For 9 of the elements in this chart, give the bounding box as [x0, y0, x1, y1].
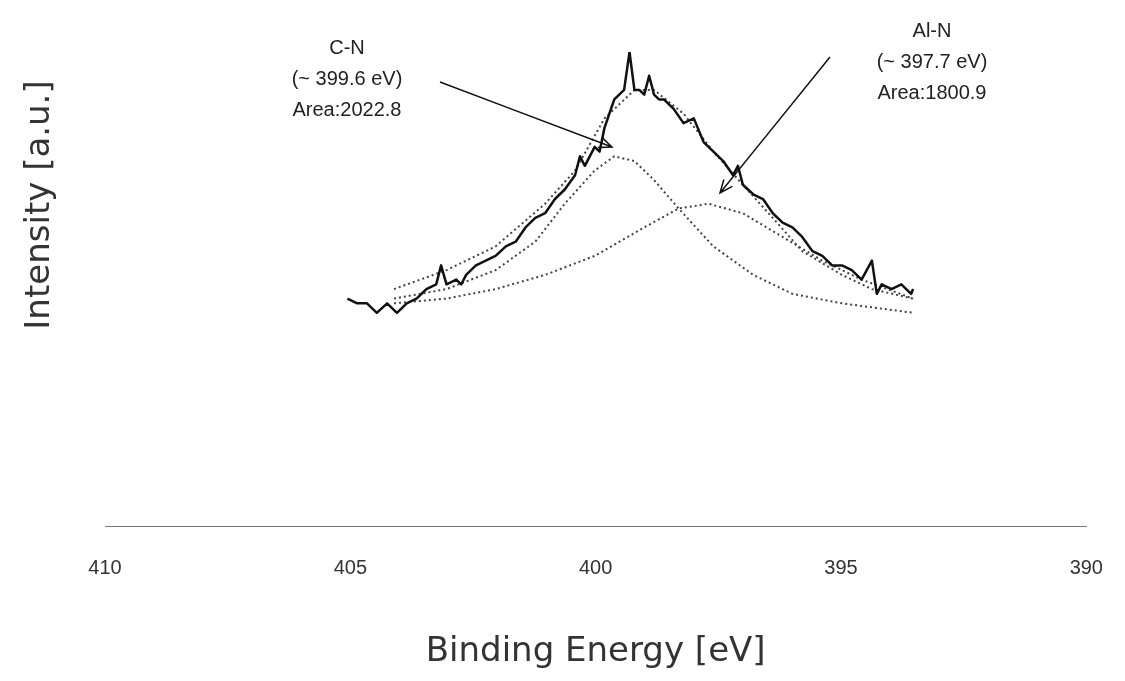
- x-tick-label: 390: [1069, 555, 1103, 578]
- x-tick-label: 400: [578, 555, 613, 578]
- y-axis-title: Intensity [a.u.]: [16, 80, 57, 330]
- x-axis-title: Binding Energy [eV]: [425, 629, 766, 670]
- x-tick-label: 410: [88, 555, 122, 578]
- x-tick-label: 395: [824, 555, 858, 578]
- annotation: C-N (~ 399.6 eV) Area:2022.8: [291, 35, 403, 122]
- annotation: Al-N (~ 397.7 eV) Area:1800.9: [876, 18, 988, 105]
- x-tick-label: 405: [333, 555, 368, 578]
